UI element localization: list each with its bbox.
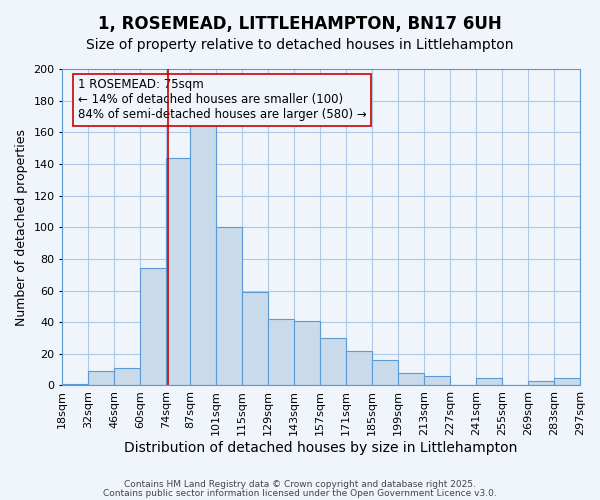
Text: Size of property relative to detached houses in Littlehampton: Size of property relative to detached ho… <box>86 38 514 52</box>
Bar <box>346 350 372 386</box>
Text: 1 ROSEMEAD: 75sqm
← 14% of detached houses are smaller (100)
84% of semi-detache: 1 ROSEMEAD: 75sqm ← 14% of detached hous… <box>78 78 367 122</box>
Bar <box>554 378 580 386</box>
X-axis label: Distribution of detached houses by size in Littlehampton: Distribution of detached houses by size … <box>124 441 518 455</box>
Bar <box>217 227 242 386</box>
Bar <box>268 319 294 386</box>
Bar <box>398 373 424 386</box>
Bar <box>242 292 268 386</box>
Bar <box>424 376 450 386</box>
Text: 1, ROSEMEAD, LITTLEHAMPTON, BN17 6UH: 1, ROSEMEAD, LITTLEHAMPTON, BN17 6UH <box>98 15 502 33</box>
Bar <box>190 121 217 386</box>
Bar <box>114 368 140 386</box>
Bar <box>294 320 320 386</box>
Bar <box>62 384 88 386</box>
Bar <box>88 371 114 386</box>
Bar <box>476 378 502 386</box>
Y-axis label: Number of detached properties: Number of detached properties <box>15 128 28 326</box>
Bar <box>528 380 554 386</box>
Bar <box>166 158 190 386</box>
Text: Contains public sector information licensed under the Open Government Licence v3: Contains public sector information licen… <box>103 488 497 498</box>
Bar <box>140 268 166 386</box>
Bar <box>372 360 398 386</box>
Bar <box>320 338 346 386</box>
Text: Contains HM Land Registry data © Crown copyright and database right 2025.: Contains HM Land Registry data © Crown c… <box>124 480 476 489</box>
